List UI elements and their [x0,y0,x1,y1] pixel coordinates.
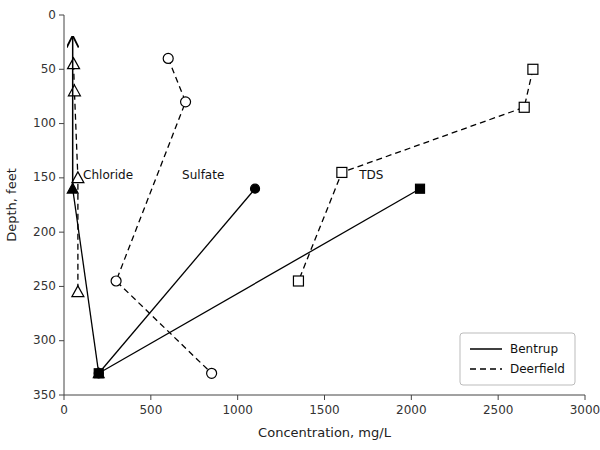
data-point [181,97,191,107]
plot-area [67,53,538,378]
x-tick [64,395,65,400]
x-tick [411,395,412,400]
y-axis [64,15,65,395]
y-tick [59,232,64,233]
annotation: Sulfate [182,168,224,182]
y-tick-label: 50 [41,62,56,76]
y-tick-label: 0 [48,8,56,22]
x-tick-label: 3000 [570,403,600,417]
legend-box [460,333,575,385]
data-point [72,172,84,183]
data-point [207,368,217,378]
data-point [93,368,104,378]
data-point [94,369,103,378]
annotation: TDS [358,168,383,182]
x-tick [150,395,151,400]
x-tick-label: 1000 [222,403,253,417]
legend: Bentrup Deerfield [460,333,575,385]
y-tick [59,286,64,287]
y-tick-label: 250 [33,279,56,293]
series-line [298,69,532,281]
x-tick [237,395,238,400]
y-tick [59,395,64,396]
legend-label: Bentrup [510,342,558,356]
x-tick [324,395,325,400]
series-line [99,189,255,374]
y-tick [59,177,64,178]
y-tick-label: 350 [33,388,56,402]
y-tick [59,15,64,16]
data-point [111,276,121,286]
x-tick-label: 0 [60,403,68,417]
data-point [337,167,347,177]
chart: 0 500 1000 1500 2000 2500 3000 0 50 100 150 200 250 3… [0,0,600,450]
data-point [528,64,538,74]
legend-swatch [470,348,502,350]
data-point [68,58,80,69]
series-line [116,58,212,373]
x-tick-label: 2000 [396,403,427,417]
data-point [72,286,84,297]
series-line [73,189,99,374]
data-point [94,369,103,378]
legend-label: Deerfield [510,362,565,376]
data-point [293,276,303,286]
data-point [68,85,80,96]
y-tick [59,69,64,70]
x-tick [498,395,499,400]
y-axis-label: Depth, feet [4,168,19,242]
annotation: Chloride [83,168,133,182]
data-point [163,53,173,63]
y-tick [59,123,64,124]
x-tick-label: 2500 [483,403,514,417]
y-tick-label: 150 [33,170,56,184]
arrow [72,37,74,189]
x-tick [585,395,586,400]
x-tick-label: 1500 [309,403,340,417]
y-tick [59,340,64,341]
data-point [416,184,425,193]
y-tick-label: 200 [33,225,56,239]
y-tick-label: 300 [33,333,56,347]
x-axis-label: Concentration, mg/L [258,425,392,440]
series-line [99,189,420,374]
legend-swatch [470,368,502,370]
y-tick-label: 100 [33,116,56,130]
data-point [251,184,260,193]
data-point [519,102,529,112]
x-tick-label: 500 [139,403,162,417]
